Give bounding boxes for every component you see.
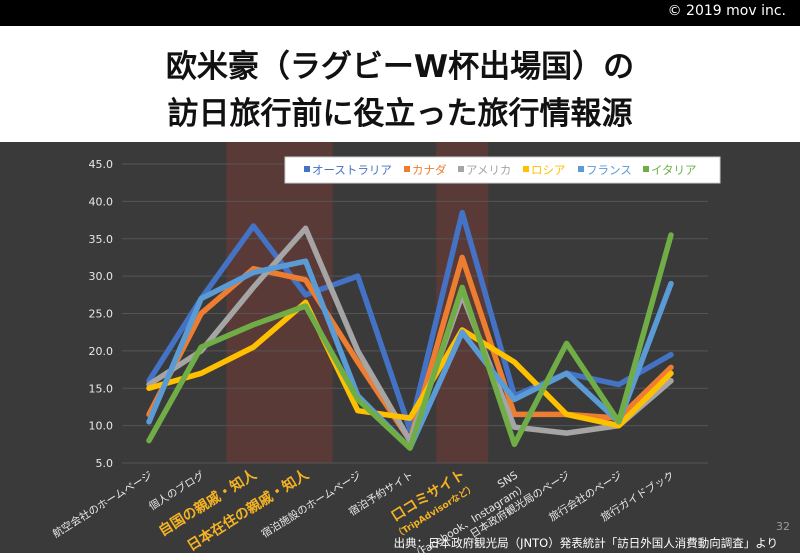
title-area: 欧米豪（ラグビーW杯出場国）の 訪日旅行前に役立った旅行情報源 xyxy=(0,26,800,142)
data-point xyxy=(618,384,620,386)
data-point xyxy=(305,260,307,262)
legend-swatch xyxy=(304,166,310,172)
data-point xyxy=(566,413,568,415)
copyright-text: © 2019 mov inc. xyxy=(667,3,786,19)
legend: オーストラリア カナダ アメリカ ロシア フランス イタリア xyxy=(284,156,721,184)
legend-swatch xyxy=(523,166,529,172)
y-tick-label: 45.0 xyxy=(89,158,114,171)
data-point xyxy=(252,324,254,326)
data-point xyxy=(670,283,672,285)
y-tick-label: 5.0 xyxy=(96,457,114,470)
data-point xyxy=(566,372,568,374)
data-point xyxy=(513,426,515,428)
data-point xyxy=(200,372,202,374)
legend-item: フランス xyxy=(578,163,632,177)
y-tick-label: 15.0 xyxy=(89,382,114,395)
y-tick-label: 25.0 xyxy=(89,308,114,321)
data-point xyxy=(670,354,672,356)
data-point xyxy=(305,227,307,229)
legend-label: オーストラリア xyxy=(312,163,392,177)
data-point xyxy=(357,275,359,277)
data-point xyxy=(148,440,150,442)
legend-item: オーストラリア xyxy=(304,163,392,177)
legend-item: カナダ xyxy=(404,163,447,177)
data-point xyxy=(200,298,202,300)
data-point xyxy=(357,350,359,352)
legend-item: ロシア xyxy=(523,163,566,177)
legend-swatch xyxy=(643,166,649,172)
legend-item: イタリア xyxy=(643,163,697,177)
data-point xyxy=(409,428,411,430)
data-point xyxy=(252,225,254,227)
data-point xyxy=(200,313,202,314)
x-tick-label: 宿泊施設のホームページ xyxy=(259,469,363,541)
top-bar: © 2019 mov inc. xyxy=(0,0,800,26)
legend-item: アメリカ xyxy=(458,163,511,177)
data-point xyxy=(513,413,515,415)
data-point xyxy=(618,425,620,427)
legend-swatch xyxy=(458,166,464,172)
data-point xyxy=(513,398,515,400)
data-point xyxy=(461,212,463,214)
legend-swatch xyxy=(578,166,584,172)
data-point xyxy=(409,447,411,449)
data-point xyxy=(252,286,254,288)
data-point xyxy=(148,421,150,423)
data-point xyxy=(357,361,359,363)
data-point xyxy=(670,380,672,382)
legend-label: ロシア xyxy=(531,163,566,177)
data-point xyxy=(461,286,463,288)
data-point xyxy=(566,432,568,434)
page-title-line1: 欧米豪（ラグビーW杯出場国）の xyxy=(165,49,635,85)
data-point xyxy=(148,384,150,386)
data-point xyxy=(357,410,359,412)
data-point xyxy=(566,342,568,344)
legend-swatch xyxy=(404,166,410,172)
data-point xyxy=(513,361,515,363)
data-point xyxy=(409,417,411,419)
data-point xyxy=(461,331,463,333)
legend-label: フランス xyxy=(586,163,632,177)
data-point xyxy=(200,346,202,348)
legend-label: イタリア xyxy=(651,163,697,177)
line-chart: 5.0 10.0 15.0 20.0 25.0 30.0 35.0 40.0 45.0 航空会社の… xyxy=(50,142,721,553)
y-tick-label: 10.0 xyxy=(89,420,114,433)
data-point xyxy=(670,234,672,236)
legend-label: アメリカ xyxy=(466,163,511,177)
y-tick-label: 30.0 xyxy=(89,270,114,283)
data-point xyxy=(252,271,254,273)
data-point xyxy=(305,294,307,296)
y-tick-label: 40.0 xyxy=(89,195,114,208)
data-point xyxy=(148,387,150,389)
data-point xyxy=(357,398,359,400)
data-point xyxy=(252,268,254,270)
page-number: 32 xyxy=(776,520,790,533)
data-point xyxy=(670,366,672,368)
page-title-line2: 訪日旅行前に役立った旅行情報源 xyxy=(167,96,633,132)
data-point xyxy=(252,346,254,348)
data-point xyxy=(670,372,672,374)
data-point xyxy=(305,301,307,303)
data-point xyxy=(461,256,463,258)
data-point xyxy=(618,421,620,423)
data-point xyxy=(305,279,307,281)
data-point xyxy=(305,305,307,307)
y-tick-label: 20.0 xyxy=(89,345,114,358)
data-point xyxy=(513,443,515,445)
legend-label: カナダ xyxy=(412,163,447,177)
source-note: 出典：日本政府観光局（JNTO）発表統計「訪日外国人消費動向調査」より xyxy=(393,536,778,550)
x-tick-label: 航空会社のホームページ xyxy=(50,469,154,541)
y-tick-label: 35.0 xyxy=(89,233,114,246)
data-point xyxy=(148,380,150,382)
